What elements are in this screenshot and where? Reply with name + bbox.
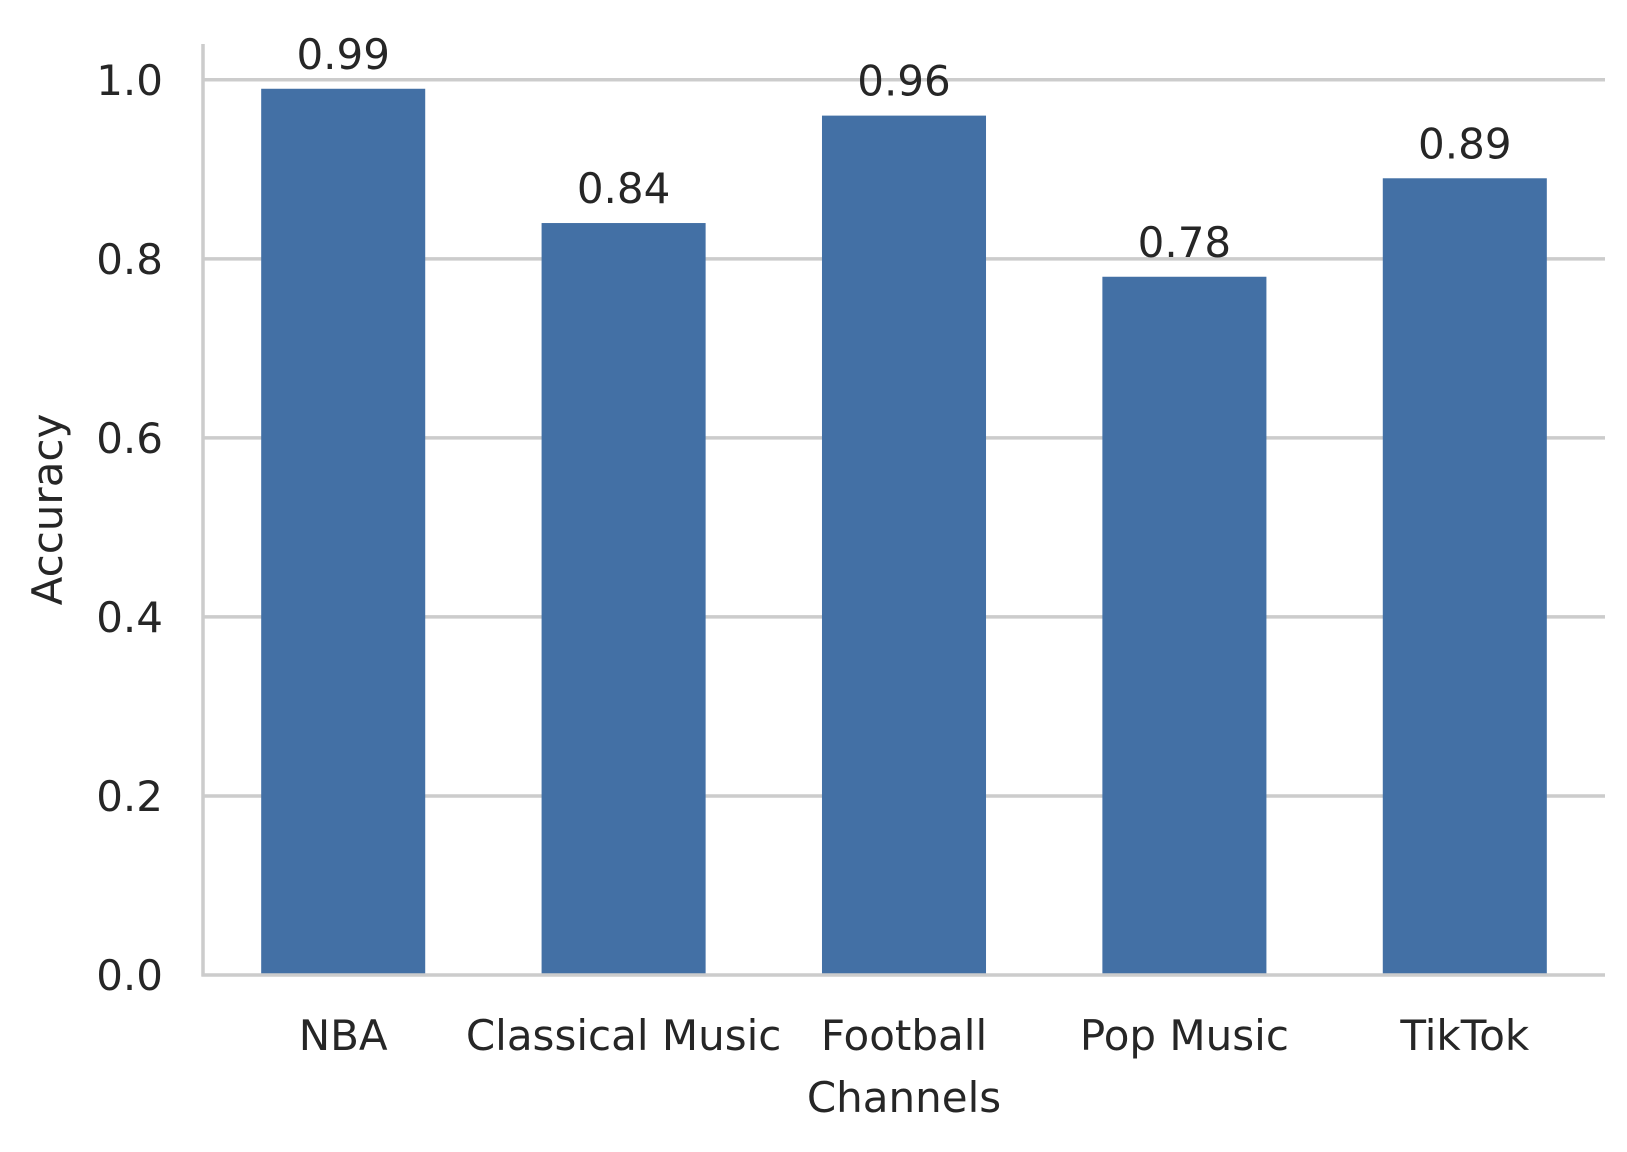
data-labels: 0.99 0.84 0.96 0.78 0.89 [296,30,1511,267]
x-tick-label: TikTok [1399,1011,1530,1060]
x-tick-label: Pop Music [1080,1011,1289,1060]
axis-spines [201,44,1605,977]
bar-value-label: 0.78 [1138,218,1232,267]
x-tick-label: Classical Music [466,1011,782,1060]
bar [1382,178,1547,976]
y-tick-labels: 0.0 0.2 0.4 0.6 0.8 1.0 [96,56,163,1000]
y-tick-label: 0.0 [96,951,163,1000]
bar [1102,276,1267,975]
y-tick-label: 0.8 [96,235,163,284]
bar-value-label: 0.89 [1418,119,1512,168]
bar [541,223,706,976]
y-tick-label: 1.0 [96,56,163,105]
x-axis-title: Channels [807,1073,1001,1122]
y-tick-label: 0.4 [96,593,163,642]
bars [261,88,1547,976]
x-tick-labels: NBA Classical Music Football Pop Music TikTo… [299,1011,1530,1060]
bar-value-label: 0.84 [577,164,671,213]
x-tick-label: NBA [299,1011,388,1060]
bar [261,88,426,975]
x-tick-label: Football [821,1011,987,1060]
y-tick-label: 0.2 [96,772,163,821]
bar [821,115,987,976]
bar-value-label: 0.96 [857,57,951,106]
y-axis-title: Accuracy [23,414,72,606]
bar-value-label: 0.99 [296,30,390,79]
y-tick-label: 0.6 [96,414,163,463]
